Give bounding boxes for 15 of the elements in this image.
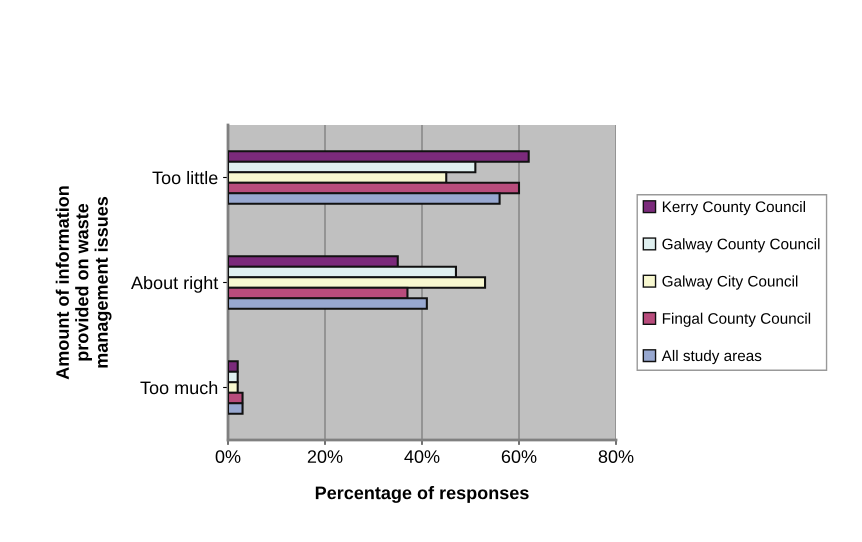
x-tick-label: 40% (404, 450, 440, 463)
x-tick-label: 80% (598, 450, 634, 463)
y-tick-label: Too much (140, 380, 218, 394)
y-axis-title: Amount of information provided on waste management issues (56, 186, 112, 380)
x-tick-label: 20% (308, 450, 342, 463)
legend-label: Galway County Council (662, 238, 820, 252)
legend-label: Kerry County Council (662, 200, 805, 216)
legend-label: Galway City Council (662, 275, 798, 290)
x-axis-title: Percentage of responses (316, 486, 529, 503)
x-tick-label: 60% (502, 450, 536, 463)
y-tick-label: Too little (152, 170, 218, 184)
x-tick-label: 0% (216, 450, 240, 463)
legend-label: Fingal County Council (662, 312, 810, 327)
legend-label: All study areas (662, 350, 762, 364)
y-tick-label: About right (130, 276, 218, 293)
